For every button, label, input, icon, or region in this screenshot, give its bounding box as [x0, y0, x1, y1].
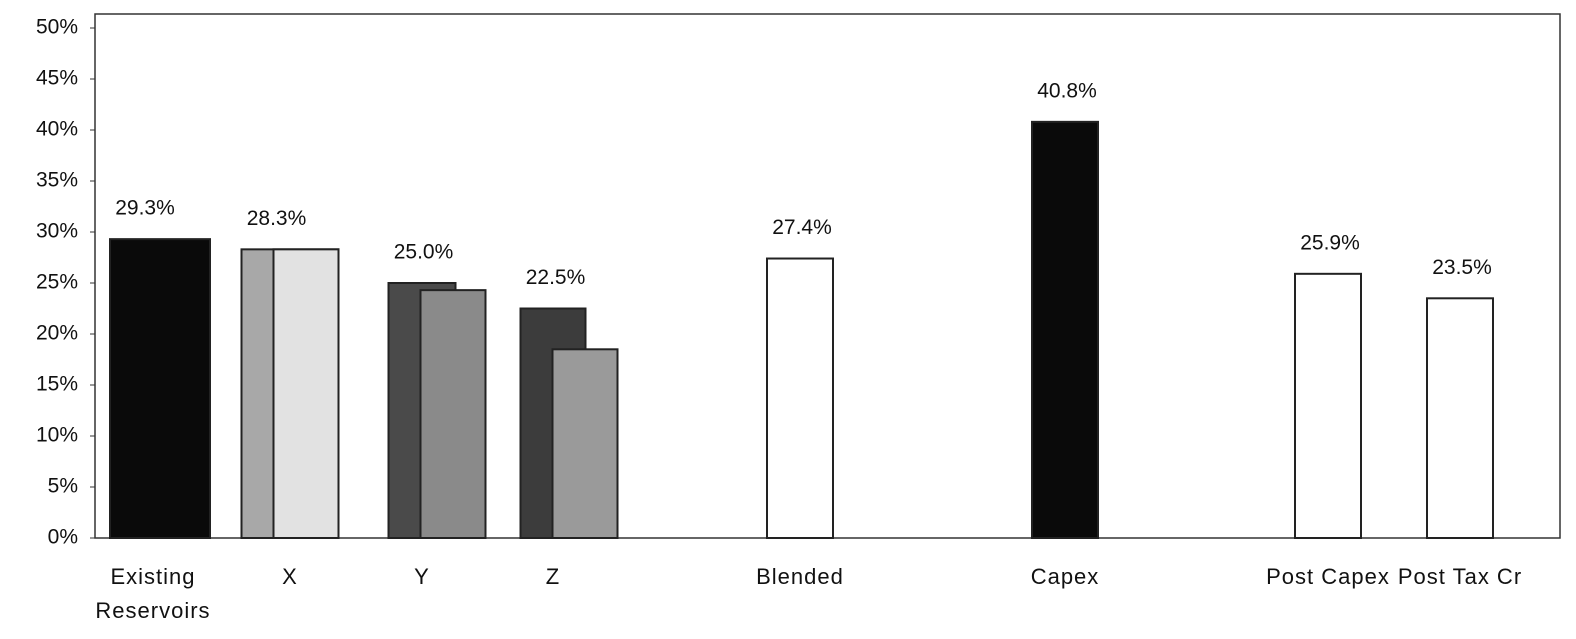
data-label: 23.5% [1432, 256, 1492, 279]
data-label: 40.8% [1037, 79, 1097, 102]
x-tick-label: Post Capex [1266, 564, 1390, 589]
x-tick-label: Z [545, 564, 561, 589]
bar [766, 257, 834, 539]
x-tick-label: Y [414, 564, 430, 589]
bar [1031, 120, 1099, 539]
data-label: 27.4% [772, 216, 832, 239]
y-tick-label: 25% [36, 271, 78, 294]
overlay-bar [551, 348, 619, 539]
y-tick-label: 0% [48, 526, 78, 549]
x-tick-label: Capex [1030, 564, 1100, 589]
data-label: 22.5% [526, 266, 586, 289]
y-tick-label: 40% [36, 118, 78, 141]
x-tick-label: Blended [756, 564, 844, 589]
data-label: 25.9% [1300, 231, 1360, 254]
data-label: 25.0% [394, 241, 454, 264]
y-tick-label: 20% [36, 322, 78, 345]
y-tick-label: 15% [36, 373, 78, 396]
y-tick-label: 30% [36, 220, 78, 243]
data-label: 29.3% [115, 197, 175, 220]
bar [1426, 297, 1494, 539]
x-tick-label: Post Tax Cr [1397, 564, 1523, 589]
y-tick-label: 35% [36, 169, 78, 192]
bar [1294, 272, 1362, 539]
bar [109, 238, 211, 539]
y-tick-label: 5% [48, 475, 78, 498]
y-tick-label: 50% [36, 16, 78, 39]
overlay-bar [272, 248, 340, 539]
data-label: 28.3% [247, 207, 307, 230]
x-tick-label: X [282, 564, 298, 589]
y-tick-label: 45% [36, 67, 78, 90]
x-tick-label: Existing Reservoirs [95, 564, 211, 623]
overlay-bar [419, 289, 487, 540]
y-tick-label: 10% [36, 424, 78, 447]
